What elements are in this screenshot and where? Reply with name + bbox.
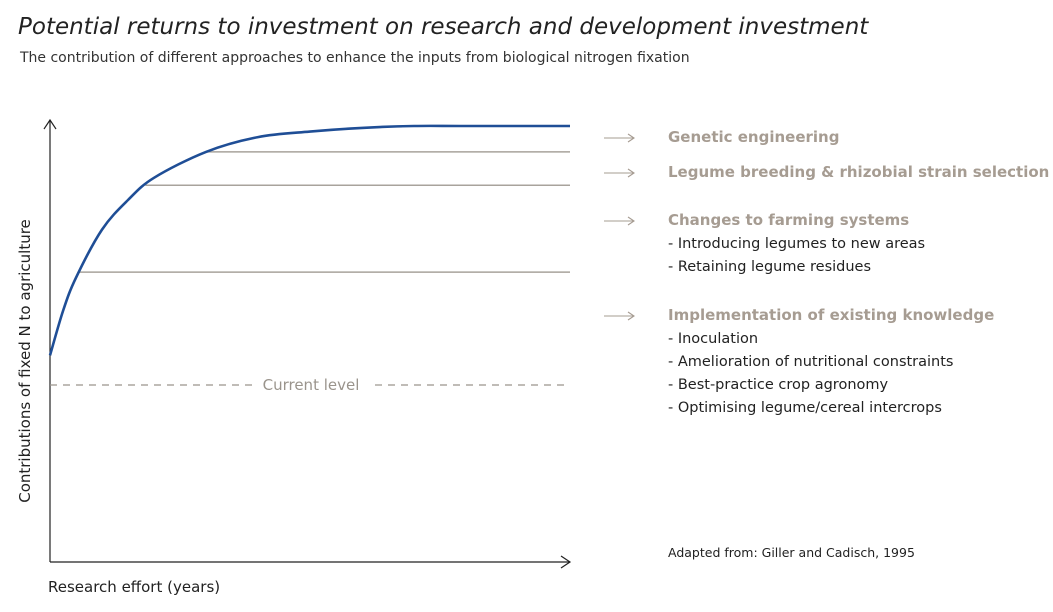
level-lines xyxy=(79,151,570,273)
category-legume-breeding: Legume breeding & rhizobial strain selec… xyxy=(604,162,1050,182)
chart-title: Potential returns to investment on resea… xyxy=(18,14,869,40)
category-existing-knowledge: Implementation of existing knowledge - I… xyxy=(604,305,1044,420)
chart-subtitle: The contribution of different approaches… xyxy=(20,50,690,66)
category-heading: Implementation of existing knowledge xyxy=(668,306,995,324)
arrow-right-icon xyxy=(604,311,635,321)
returns-curve xyxy=(48,124,570,356)
y-axis-label: Contributions of fixed N to agriculture xyxy=(16,219,34,503)
arrow-right-icon xyxy=(604,216,635,226)
category-farming-systems: Changes to farming systems - Introducing… xyxy=(604,210,1044,279)
x-axis-label: Research effort (years) xyxy=(48,578,220,596)
category-heading: Legume breeding & rhizobial strain selec… xyxy=(668,163,1050,181)
list-item: - Retaining legume residues xyxy=(668,259,872,275)
category-items: - Inoculation - Amelioration of nutritio… xyxy=(668,328,1044,420)
arrow-right-icon xyxy=(604,168,635,178)
source-note: Adapted from: Giller and Cadisch, 1995 xyxy=(668,545,915,560)
list-item: - Introducing legumes to new areas xyxy=(668,236,926,252)
category-genetic-engineering: Genetic engineering xyxy=(604,127,1044,147)
category-heading: Genetic engineering xyxy=(668,128,840,146)
list-item: - Amelioration of nutritional constraint… xyxy=(668,354,954,370)
current-level-label: Current level xyxy=(263,376,360,394)
list-item: - Optimising legume/cereal intercrops xyxy=(668,400,942,416)
category-items: - Introducing legumes to new areas - Ret… xyxy=(668,233,1044,279)
arrow-right-icon xyxy=(604,133,635,143)
y-axis-arrowhead xyxy=(43,118,57,130)
list-item: - Best-practice crop agronomy xyxy=(668,377,889,393)
category-heading: Changes to farming systems xyxy=(668,211,910,229)
list-item: - Inoculation xyxy=(668,331,759,347)
x-axis-arrowhead xyxy=(560,555,572,569)
